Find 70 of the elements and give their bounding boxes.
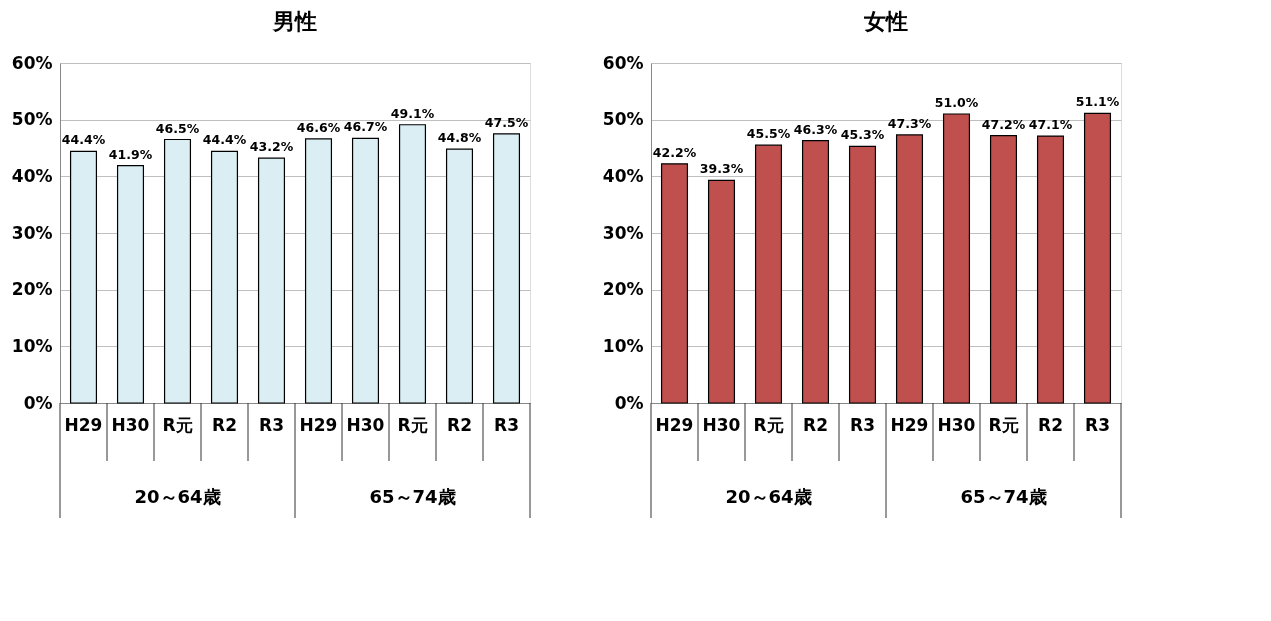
data-label: 45.5% [746,126,791,142]
x-tick-label: H30 [111,414,150,435]
x-tick-label: R3 [259,414,284,435]
data-label: 44.8% [437,130,482,146]
text: 65～74歳 [369,486,456,507]
data-label: 47.2% [981,116,1026,132]
bar [989,134,1018,404]
data-label: 45.3% [840,127,885,143]
y-tick-label: 60% [11,52,53,73]
y-tick-label: 0% [23,392,53,413]
y-tick-label: 20% [11,279,53,300]
data-label: 46.3% [793,121,838,137]
data-label: 46.6% [296,119,341,135]
bar [1036,135,1065,404]
y-tick-label: 50% [602,109,644,130]
x-tick-label: H30 [702,414,741,435]
bar [895,134,924,404]
x-tick-label: R2 [1038,414,1063,435]
x-tick-label: R2 [803,414,828,435]
bar [660,163,689,404]
x-tick-label: H29 [299,414,338,435]
bar [754,144,783,404]
x-tick-label: R3 [494,414,519,435]
data-label: 51.0% [934,95,979,110]
text: 20～64歳 [725,486,812,507]
y-tick-label: 50% [11,109,53,130]
x-tick-label: H29 [64,414,103,435]
data-label: 39.3% [699,161,744,177]
x-tick-label: H30 [346,414,385,435]
data-label: 47.1% [1028,117,1073,133]
x-tick-label: H29 [655,414,694,435]
x-tick-label: R元 [988,414,1019,435]
bar [1083,112,1112,404]
x-tick-label: R元 [162,414,193,435]
bar [707,179,736,404]
y-tick-label: 0% [614,392,644,413]
bar [801,140,830,404]
bar [848,145,877,404]
y-tick-label: 60% [602,52,644,73]
x-tick-label: R2 [447,414,472,435]
data-label: 47.5% [484,114,529,130]
data-label: 43.2% [249,139,294,155]
data-label: 46.5% [155,120,200,136]
y-tick-label: 10% [602,335,644,356]
x-tick-label: H29 [890,414,929,435]
data-label: 46.7% [343,119,388,135]
chart-title: 女性 [863,9,908,34]
y-tick-label: 40% [602,165,644,186]
text: 65～74歳 [960,486,1047,507]
x-tick-label: R元 [397,414,428,435]
y-tick-label: 30% [11,222,53,243]
bar [942,113,971,404]
x-tick-label: R2 [212,414,237,435]
text: 20～64歳 [134,486,221,507]
y-tick-label: 20% [602,279,644,300]
x-tick-label: R3 [850,414,875,435]
y-tick-label: 40% [11,165,53,186]
data-label: 44.4% [61,132,106,148]
data-label: 42.2% [652,144,697,160]
data-label: 49.1% [390,105,435,121]
data-label: 47.3% [887,115,932,131]
chart-title: 男性 [272,9,317,34]
x-tick-label: H30 [937,414,976,435]
data-label: 41.9% [108,146,153,162]
y-tick-label: 10% [11,335,53,356]
x-tick-label: R3 [1085,414,1110,435]
x-tick-label: R元 [753,414,784,435]
y-tick-label: 30% [602,222,644,243]
data-label: 51.1% [1075,94,1120,110]
data-label: 44.4% [202,132,247,148]
